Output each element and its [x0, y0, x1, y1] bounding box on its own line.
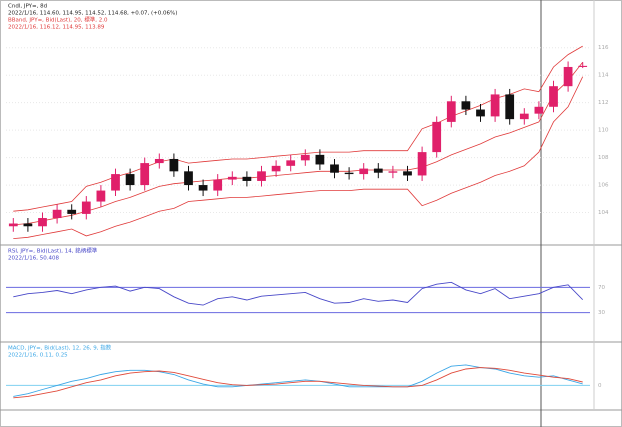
bband-values: 2022/1/16, 116.12, 114.95, 113.89: [8, 25, 105, 31]
main-values: 2022/1/16, 114.60, 114.95, 114.52, 114.6…: [8, 11, 177, 17]
candle-body: [38, 218, 47, 227]
candle-body: [81, 201, 91, 214]
candle-body: [300, 154, 310, 161]
y-tick-label: 106: [598, 183, 609, 189]
y-tick-label: 108: [598, 155, 609, 161]
rsi-values: 2022/1/16, 50.408: [8, 256, 59, 262]
candle-body: [578, 65, 588, 67]
candle-body: [227, 176, 237, 180]
candle-body: [198, 185, 208, 191]
candle-body: [373, 168, 383, 173]
candle-body: [184, 171, 193, 186]
candle-body: [476, 109, 485, 117]
candle-body: [315, 154, 325, 165]
candle-body: [490, 94, 500, 117]
candle-body: [23, 223, 33, 227]
indicator-line: [13, 281, 584, 306]
candle-body: [417, 152, 427, 176]
candle-body: [111, 174, 120, 191]
bband-line: [13, 61, 584, 226]
bband-line: [13, 76, 584, 239]
candle-body: [257, 171, 266, 181]
candle-body: [461, 101, 471, 110]
y-tick-label: 116: [598, 45, 609, 51]
macd-title: MACD, JPY=, Bid(Last), 12, 26, 9, 指数: [8, 344, 112, 352]
candle-body: [388, 171, 398, 173]
candle-body: [403, 171, 412, 176]
candle-body: [446, 101, 456, 122]
candle-body: [213, 179, 223, 191]
main-title: Cndl, JPY=, 8d: [8, 4, 47, 10]
candle-body: [96, 190, 106, 202]
candle-body: [52, 209, 62, 219]
candle-body: [549, 86, 558, 107]
candle-body: [432, 121, 442, 153]
candle-body: [140, 163, 150, 186]
candle-body: [125, 174, 135, 186]
candle-body: [359, 168, 369, 175]
candle-body: [242, 176, 252, 181]
candle-body: [505, 94, 515, 120]
candle-body: [154, 158, 164, 164]
y-tick-label: 110: [598, 128, 609, 134]
candle-body: [271, 165, 281, 172]
candle-body: [67, 209, 77, 214]
y-tick-label: 104: [598, 210, 609, 216]
candle-body: [169, 158, 179, 172]
candle-body: [563, 66, 573, 87]
macd-values: 2022/1/16, 0.11, 0.25: [8, 353, 68, 359]
candle-body: [286, 160, 296, 166]
y-tick-label: 0: [598, 383, 602, 389]
candle-body: [519, 113, 529, 120]
candle-body: [330, 164, 339, 173]
y-tick-label: 70: [598, 285, 605, 291]
candle-body: [534, 106, 544, 114]
candle-body: [8, 223, 18, 227]
indicator-line: [13, 367, 583, 399]
rsi-title: RSI, JPY=, Bid(Last), 14, 銘柄標準: [8, 247, 98, 255]
bband-line: [13, 45, 583, 212]
y-tick-label: 30: [598, 310, 605, 316]
y-tick-label: 112: [598, 100, 609, 106]
bband-title: BBand, JPY=, Bid(Last), 20, 標準, 2.0: [8, 16, 108, 24]
y-tick-label: 114: [598, 73, 609, 79]
candle-body: [344, 172, 354, 175]
